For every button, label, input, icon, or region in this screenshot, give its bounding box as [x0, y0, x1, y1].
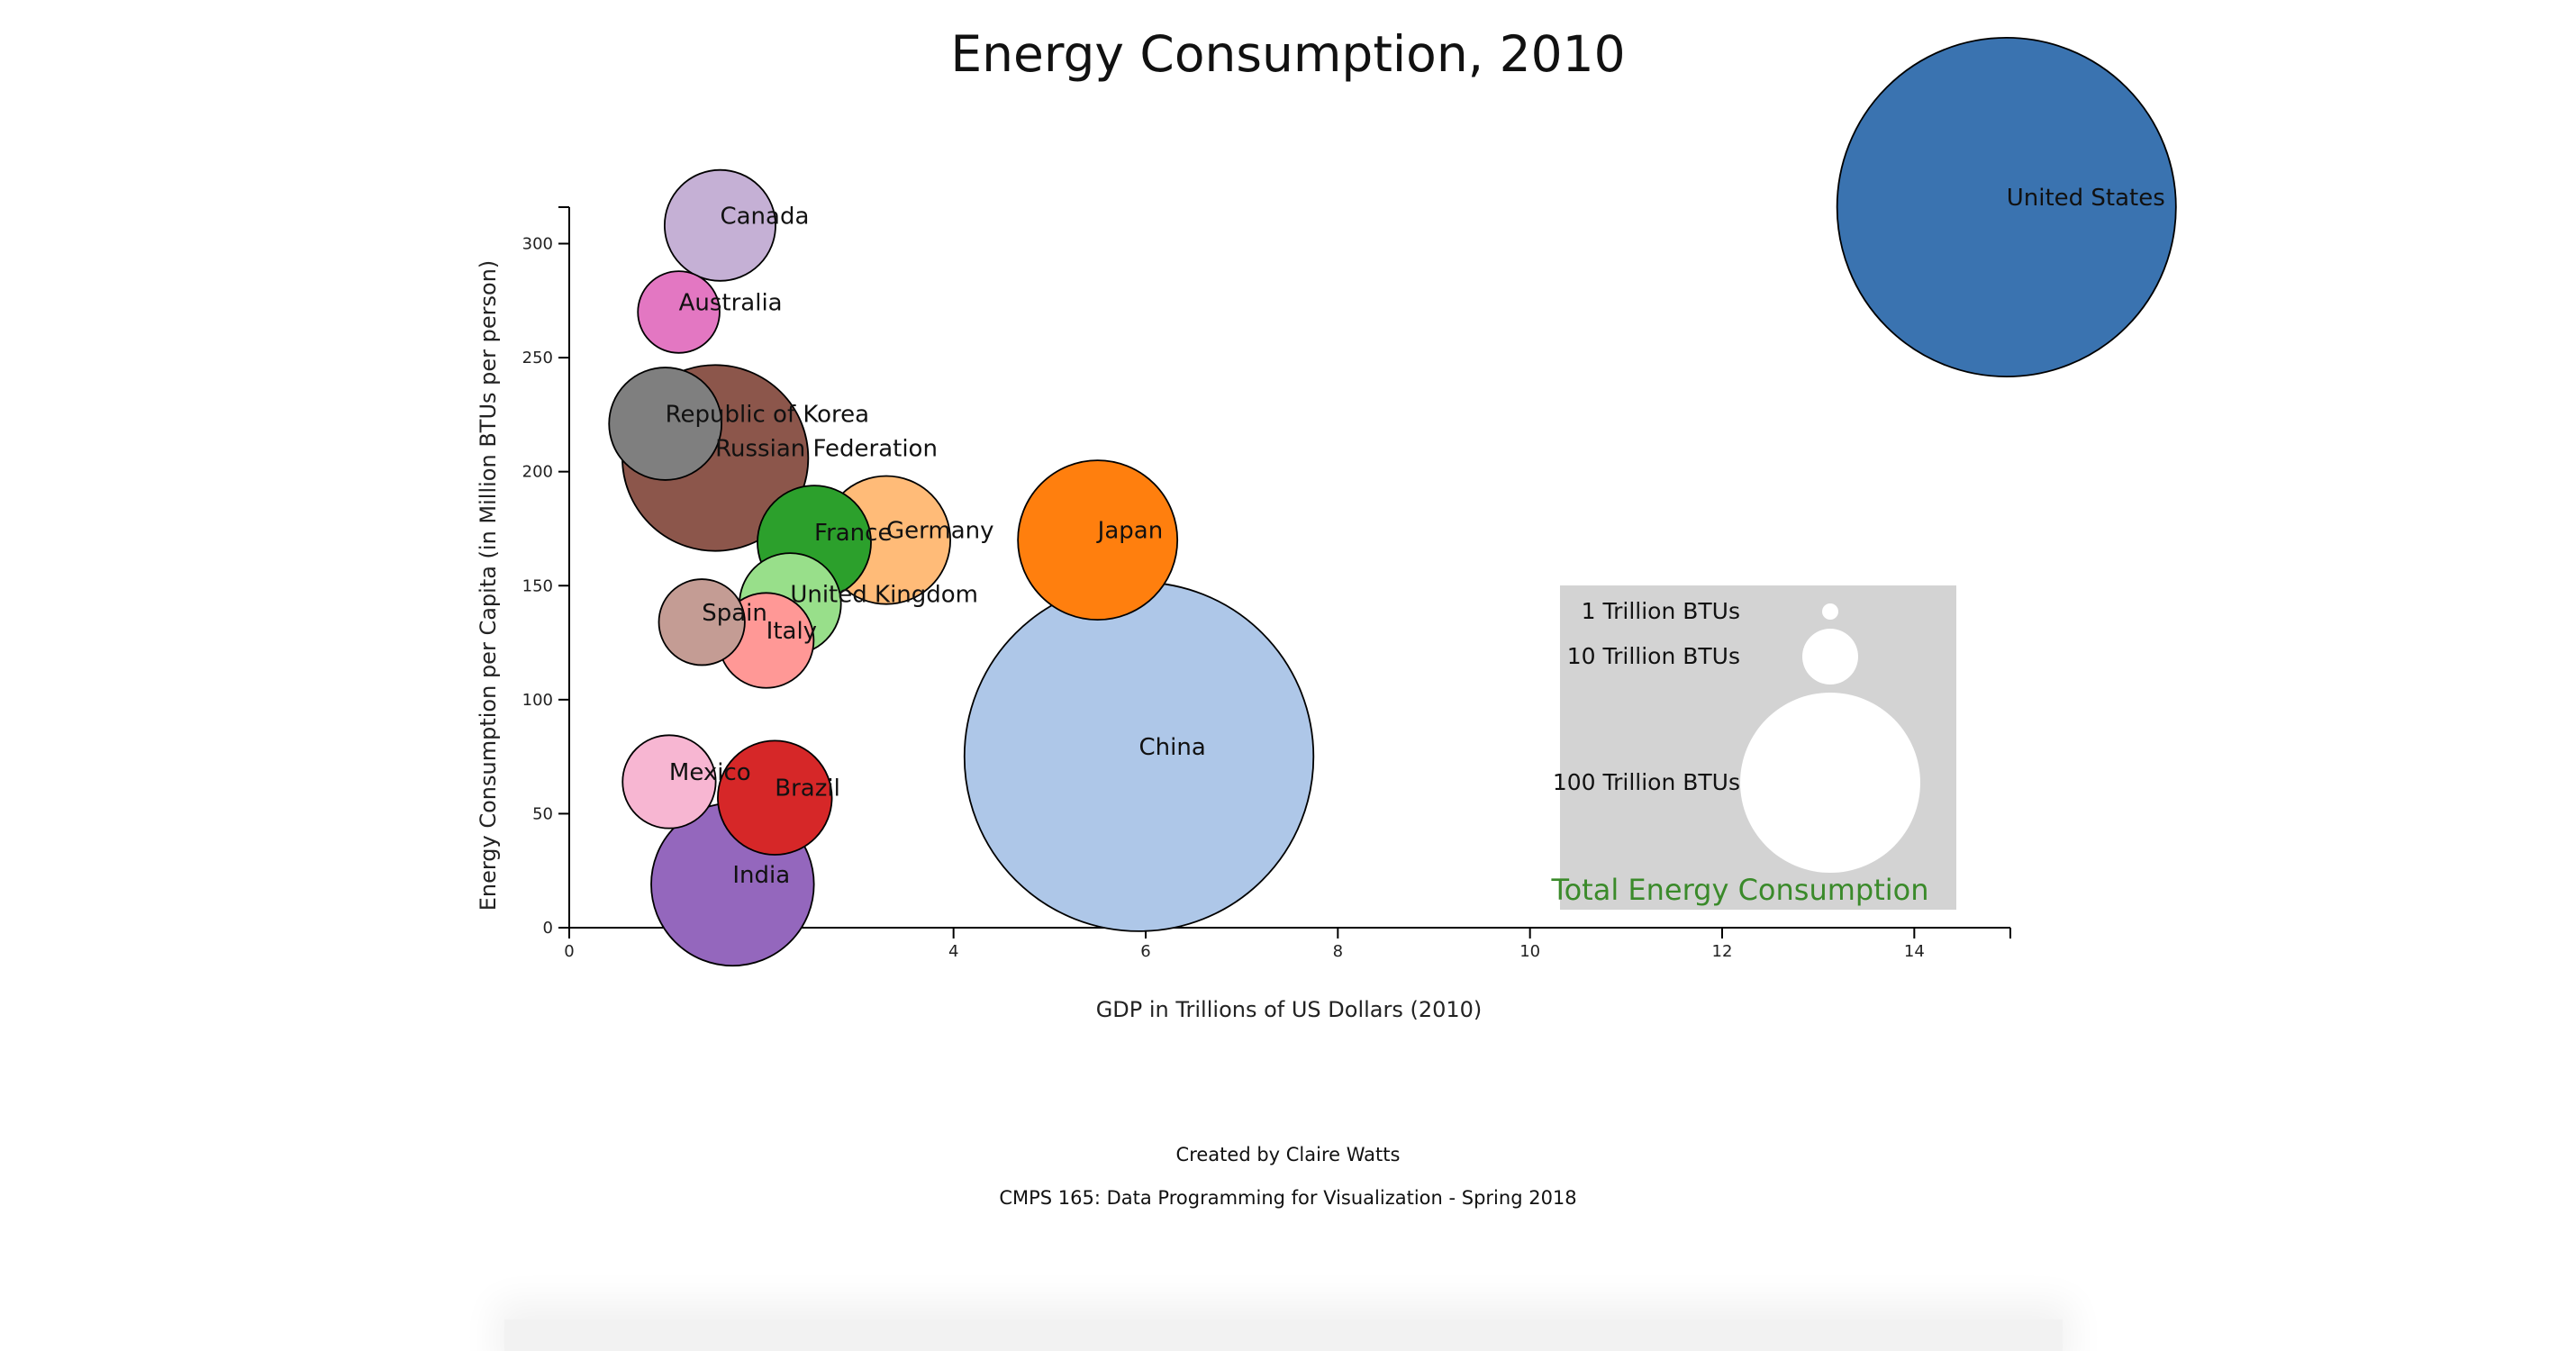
x-tick-label: 14	[1904, 942, 1925, 961]
x-tick-label: 8	[1333, 942, 1343, 961]
bubble-label-united-kingdom: United Kingdom	[790, 582, 978, 609]
bubble-label-india: India	[732, 862, 790, 889]
bubble-label-united-states: United States	[2007, 185, 2165, 212]
bottom-shadow	[504, 1319, 2063, 1351]
bubbles	[608, 37, 2177, 967]
y-axis-title: Energy Consumption per Capita (in Millio…	[476, 260, 501, 911]
legend-circle	[1802, 629, 1858, 685]
bubble-spain	[658, 578, 746, 666]
legend-circle	[1740, 693, 1920, 873]
bubble-label-japan: Japan	[1096, 518, 1164, 545]
bubble-label-mexico: Mexico	[669, 759, 751, 786]
bubble-label-germany: Germany	[886, 518, 994, 545]
y-tick-label: 150	[522, 576, 553, 595]
y-tick-label: 0	[543, 919, 553, 938]
y-tick-label: 200	[522, 463, 553, 482]
chart-title: Energy Consumption, 2010	[950, 25, 1626, 83]
legend-circle	[1822, 603, 1838, 620]
author-credit: Created by Claire Watts	[1175, 1144, 1401, 1165]
bubble-united-states	[1836, 37, 2177, 377]
legend-label: 100 Trillion BTUs	[1553, 769, 1740, 795]
y-tick-label: 50	[532, 804, 553, 823]
x-tick-label: 6	[1140, 942, 1150, 961]
bubble-label-italy: Italy	[766, 618, 817, 645]
bubble-label-republic-of-korea: Republic of Korea	[666, 402, 869, 429]
bubble-label-canada: Canada	[720, 203, 809, 230]
y-tick-label: 300	[522, 235, 553, 254]
bubble-mexico	[621, 734, 717, 830]
bubble-australia	[637, 270, 721, 354]
y-tick-label: 100	[522, 691, 553, 710]
bubble-label-spain: Spain	[702, 600, 767, 627]
bubble-label-brazil: Brazil	[775, 775, 840, 802]
bubble-label-russian-federation: Russian Federation	[715, 435, 938, 462]
bubble-label-france: France	[814, 520, 892, 547]
course-credit: CMPS 165: Data Programming for Visualiza…	[999, 1187, 1577, 1209]
y-axis: 0 50 100 150 200 250 300	[522, 206, 570, 938]
legend-items: 1 Trillion BTUs 10 Trillion BTUs 100 Trill…	[1553, 598, 1920, 873]
legend-label: 10 Trillion BTUs	[1567, 643, 1740, 669]
x-tick-label: 0	[564, 942, 574, 961]
legend-title: Total Energy Consumption	[1550, 873, 1928, 907]
bubble-japan	[1017, 459, 1179, 621]
x-tick-label: 10	[1519, 942, 1540, 961]
bubble-canada	[663, 168, 776, 282]
bubble-label-australia: Australia	[679, 289, 783, 316]
bubble-republic-of-korea	[608, 367, 723, 481]
bubble-label-china: China	[1139, 734, 1206, 761]
x-tick-label: 4	[948, 942, 958, 961]
bubble-brazil	[717, 739, 833, 856]
size-legend: 1 Trillion BTUs 10 Trillion BTUs 100 Trill…	[1550, 585, 1956, 910]
legend-label: 1 Trillion BTUs	[1582, 598, 1740, 624]
bubble-labels: United States Canada Australia Republic of …	[666, 185, 2165, 889]
x-axis-title: GDP in Trillions of US Dollars (2010)	[1096, 997, 1483, 1022]
x-tick-label: 12	[1712, 942, 1733, 961]
y-tick-label: 250	[522, 349, 553, 367]
